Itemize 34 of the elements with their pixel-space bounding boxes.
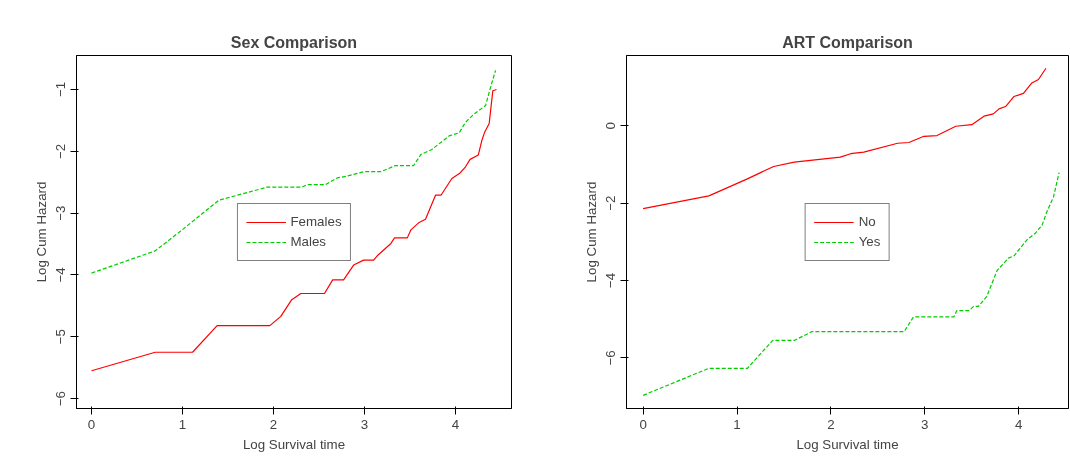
y-tick-label: −4 [53,266,69,283]
x-tick-label: 2 [269,416,278,432]
x-tick-label: 4 [451,416,460,432]
x-tick-label: 0 [87,416,96,432]
x-axis-title: Log Survival time [242,436,346,452]
legend-label: Yes [858,234,881,249]
line-series [90,88,498,372]
line-series [90,69,497,274]
x-tick-label: 4 [1015,416,1024,432]
x-tick-label: 2 [827,416,835,432]
y-tick-label: 0 [603,122,619,130]
x-tick-label: 3 [360,416,369,432]
x-tick-label: 1 [733,416,741,432]
y-tick-label: −2 [603,195,619,211]
x-axis-title: Log Survival time [796,436,899,452]
y-tick-label: −6 [603,350,619,366]
legend-label: Males [290,234,327,249]
chart-title: ART Comparison [782,33,913,51]
x-tick-label: 3 [921,416,929,432]
x-tick-label: 0 [639,416,647,432]
chart-title: Sex Comparison [230,33,358,51]
y-tick-label: −2 [53,143,69,159]
y-tick-label: −6 [53,391,69,407]
line-series [642,67,1047,210]
line-series [642,172,1060,396]
legend-label: Females [290,214,342,229]
y-axis-title: Log Cum Hazard [583,181,599,283]
y-tick-label: −3 [53,205,69,221]
y-tick-label: −5 [53,329,69,345]
y-axis-title: Log Cum Hazard [33,181,49,283]
y-tick-label: −4 [603,272,619,289]
x-tick-label: 1 [178,416,187,432]
y-tick-label: −1 [53,81,69,98]
legend-label: No [858,214,877,229]
